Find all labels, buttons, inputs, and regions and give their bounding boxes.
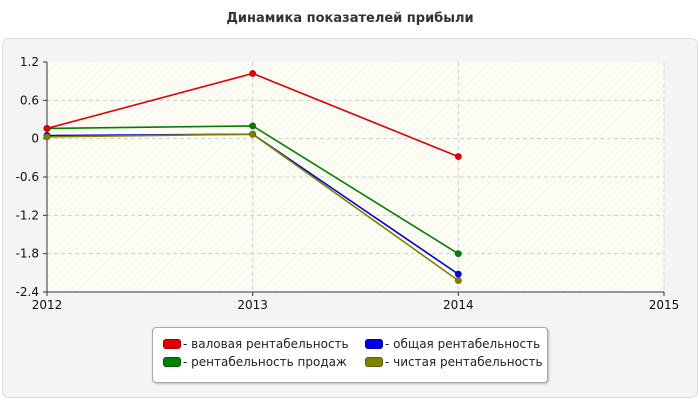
x-tick-label: 2015	[649, 298, 680, 312]
legend-item-sales-profitability: - рентабельность продаж	[163, 355, 347, 369]
data-point	[43, 124, 51, 132]
x-tick-label: 2013	[237, 298, 268, 312]
data-point	[249, 122, 257, 130]
y-tick-label: 1.2	[20, 55, 39, 69]
legend-label: - чистая рентабельность	[385, 355, 543, 369]
y-tick-label: 0	[31, 132, 39, 146]
legend-swatch	[163, 339, 181, 349]
legend-item-total-profitability: - общая рентабельность	[365, 337, 540, 351]
legend-item-net-profitability: - чистая рентабельность	[365, 355, 543, 369]
legend-label: - рентабельность продаж	[183, 355, 347, 369]
y-tick-label: -2.4	[16, 285, 39, 299]
x-tick-label: 2012	[32, 298, 63, 312]
legend-swatch	[163, 357, 181, 367]
series-layer	[43, 69, 462, 285]
data-point	[454, 153, 462, 161]
y-tick-label: -1.2	[16, 208, 39, 222]
data-point	[454, 276, 462, 285]
data-point	[249, 69, 257, 78]
data-point	[454, 250, 462, 258]
y-tick-label: -1.8	[16, 247, 39, 261]
y-tick-label: -0.6	[16, 170, 39, 184]
x-tick-label: 2014	[443, 298, 474, 312]
y-tick-label: 0.6	[20, 93, 39, 107]
data-point	[454, 270, 462, 278]
legend-swatch	[365, 357, 383, 367]
chart-title: Динамика показателей прибыли	[226, 11, 474, 26]
data-point	[43, 133, 51, 141]
grid-layer	[47, 62, 665, 292]
legend-label: - общая рентабельность	[385, 337, 541, 351]
legend-item-gross-profitability: - валовая рентабельность	[163, 337, 349, 351]
data-point	[249, 130, 257, 138]
legend-label: - валовая рентабельность	[183, 337, 349, 351]
legend-swatch	[365, 339, 383, 349]
axis-layer	[43, 61, 665, 296]
legend: - валовая рентабельность - общая рентабе…	[152, 327, 548, 383]
